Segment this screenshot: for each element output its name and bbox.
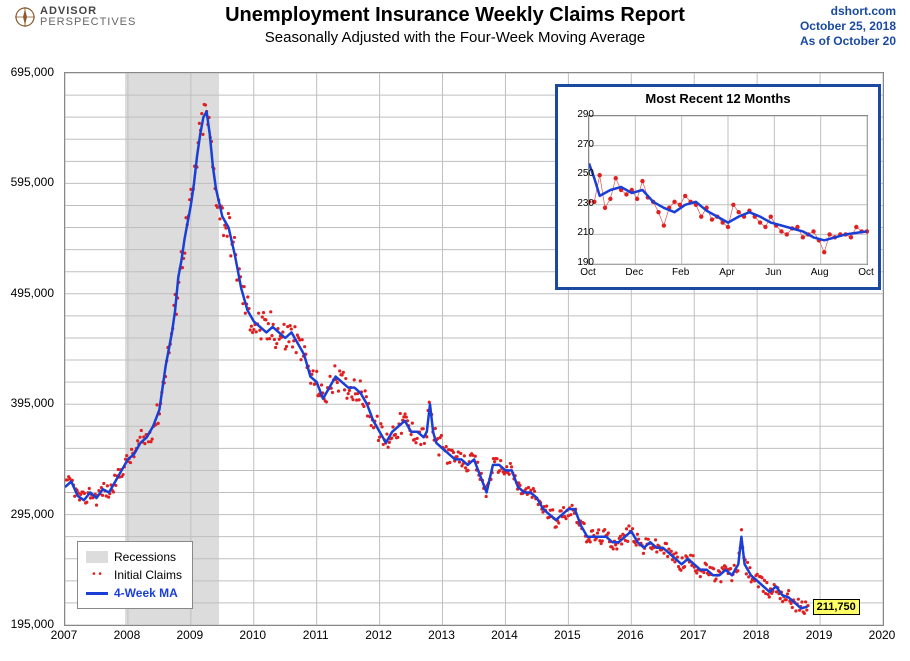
legend-swatch-band (86, 551, 108, 563)
inset-x-tick: Oct (580, 267, 596, 278)
x-tick-label: 2011 (303, 628, 329, 642)
y-tick-label: 195,000 (11, 617, 54, 631)
legend-row-claims: • • Initial Claims (86, 566, 182, 584)
header: ADVISOR PERSPECTIVES Unemployment Insura… (10, 4, 900, 64)
inset-x-tick: Jun (765, 267, 781, 278)
inset-x-tick: Aug (811, 267, 829, 278)
brand-logo: ADVISOR PERSPECTIVES (14, 6, 136, 28)
inset-y-tick: 250 (570, 168, 594, 179)
legend-label: Initial Claims (114, 566, 182, 584)
x-tick-label: 2007 (51, 628, 78, 642)
y-tick-label: 295,000 (11, 507, 54, 521)
y-tick-label: 695,000 (11, 65, 54, 79)
legend-swatch-dot: • • (86, 566, 108, 584)
y-tick-label: 395,000 (11, 396, 54, 410)
legend: Recessions • • Initial Claims 4-Week MA (77, 541, 193, 609)
inset-y-tick: 290 (570, 109, 594, 120)
attrib-site: dshort.com (800, 4, 896, 19)
x-tick-label: 2013 (428, 628, 455, 642)
chart-title: Unemployment Insurance Weekly Claims Rep… (10, 4, 900, 27)
x-tick-label: 2010 (239, 628, 266, 642)
y-axis-labels: 195,000295,000395,000495,000595,000695,0… (0, 72, 60, 626)
latest-value-callout: 211,750 (813, 599, 860, 615)
title-block: Unemployment Insurance Weekly Claims Rep… (10, 4, 900, 46)
attrib-date: October 25, 2018 (800, 19, 896, 34)
attrib-asof: As of October 20 (800, 34, 896, 49)
chart-subtitle: Seasonally Adjusted with the Four-Week M… (10, 29, 900, 46)
inset-y-tick: 230 (570, 198, 594, 209)
x-tick-label: 2009 (176, 628, 203, 642)
y-tick-label: 595,000 (11, 175, 54, 189)
inset-x-tick: Apr (719, 267, 735, 278)
legend-swatch-line (86, 592, 108, 595)
inset-svg (589, 116, 869, 266)
legend-label: Recessions (114, 548, 176, 566)
x-tick-label: 2018 (743, 628, 770, 642)
brand-text: ADVISOR PERSPECTIVES (40, 6, 136, 28)
inset-y-tick: 270 (570, 139, 594, 150)
compass-icon (14, 6, 36, 28)
legend-row-ma: 4-Week MA (86, 584, 182, 602)
inset-x-tick: Oct (858, 267, 874, 278)
x-tick-label: 2015 (554, 628, 581, 642)
inset-x-tick: Dec (625, 267, 643, 278)
inset-x-tick: Feb (672, 267, 689, 278)
x-tick-label: 2012 (365, 628, 392, 642)
x-tick-label: 2019 (806, 628, 833, 642)
legend-label: 4-Week MA (114, 584, 178, 602)
brand-line2: PERSPECTIVES (40, 17, 136, 28)
inset-title: Most Recent 12 Months (558, 91, 878, 106)
x-tick-label: 2020 (869, 628, 896, 642)
x-tick-label: 2014 (491, 628, 518, 642)
attribution: dshort.com October 25, 2018 As of Octobe… (800, 4, 896, 49)
y-tick-label: 495,000 (11, 286, 54, 300)
legend-row-recessions: Recessions (86, 548, 182, 566)
x-tick-label: 2017 (680, 628, 707, 642)
inset-chart: Most Recent 12 Months 190210230250270290… (555, 84, 881, 290)
inset-plot (588, 115, 868, 265)
inset-y-tick: 210 (570, 227, 594, 238)
x-tick-label: 2016 (617, 628, 644, 642)
x-tick-label: 2008 (114, 628, 141, 642)
